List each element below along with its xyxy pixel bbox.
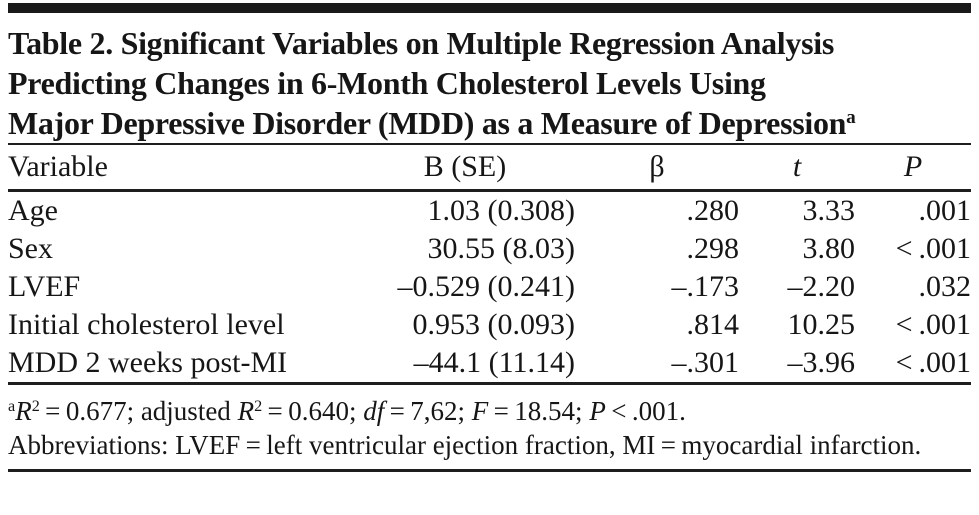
stat-segment: = 0.640; <box>262 396 364 426</box>
cell-p: .032 <box>918 270 972 303</box>
cell-t: 3.33 <box>802 194 856 227</box>
cell-beta: –.173 <box>671 270 740 303</box>
table-title-line-3: Major Depressive Disorder (MDD) as a Mea… <box>8 103 971 143</box>
column-header-beta: β <box>649 150 665 183</box>
regression-table: Variable B (SE) β t P <box>8 145 971 189</box>
table-row: Initial cholesterol level 0.953 (0.093) … <box>8 306 971 344</box>
stat-r-squared-exponent: 2 <box>31 397 40 416</box>
cell-beta: .814 <box>686 308 740 341</box>
cell-p: < .001 <box>895 232 971 265</box>
table-header: Variable B (SE) β t P <box>8 145 971 189</box>
stat-adj-r-squared-label: R <box>237 396 255 426</box>
abbreviations-footnote: Abbreviations: LVEF = left ventricular e… <box>8 430 922 460</box>
stat-f-label: F <box>471 396 489 426</box>
cell-b-se: –0.529 (0.241) <box>397 270 575 303</box>
stat-p-label: P <box>589 396 606 426</box>
stat-segment: = 0.677; adjusted <box>39 396 238 426</box>
stat-segment: < .001. <box>605 396 686 426</box>
cell-variable: MDD 2 weeks post-MI <box>8 346 288 379</box>
cell-t: 3.80 <box>802 232 856 265</box>
cell-beta: .298 <box>686 232 740 265</box>
table-title-line-3-text: Major Depressive Disorder (MDD) as a Mea… <box>8 105 847 141</box>
column-header-b-se: B (SE) <box>423 150 507 183</box>
table-title-footnote-marker: a <box>846 107 856 129</box>
column-header-variable: Variable <box>8 150 108 183</box>
table-title-line-1: Table 2. Significant Variables on Multip… <box>8 25 834 61</box>
cell-b-se: 1.03 (0.308) <box>427 194 575 227</box>
cell-p: < .001 <box>895 346 971 379</box>
column-header-p: P <box>903 150 923 183</box>
statistics-footnote: aR2 = 0.677; adjusted R2 = 0.640; df = 7… <box>8 394 971 428</box>
stat-segment: = 18.54; <box>488 396 590 426</box>
cell-t: 10.25 <box>787 308 856 341</box>
stat-adj-r-squared-exponent: 2 <box>254 397 263 416</box>
cell-b-se: –44.1 (11.14) <box>413 346 575 379</box>
cell-p: .001 <box>918 194 972 227</box>
header-bottom-rule <box>8 189 971 192</box>
top-rule-bar <box>8 3 971 13</box>
cell-t: –3.96 <box>787 346 856 379</box>
table-title-line-2: Predicting Changes in 6-Month Cholestero… <box>8 65 766 101</box>
figure-bottom-rule <box>8 469 971 472</box>
footnote-marker: a <box>8 397 16 416</box>
column-header-t: t <box>792 150 802 183</box>
header-row: Variable B (SE) β t P <box>8 145 971 189</box>
table-row: MDD 2 weeks post-MI –44.1 (11.14) –.301 … <box>8 344 971 382</box>
footnotes: aR2 = 0.677; adjusted R2 = 0.640; df = 7… <box>8 394 971 462</box>
stat-df-label: df <box>363 396 385 426</box>
cell-beta: –.301 <box>671 346 740 379</box>
table-row: Age 1.03 (0.308) .280 3.33 .001 <box>8 192 971 230</box>
table-row: Sex 30.55 (8.03) .298 3.80 < .001 <box>8 230 971 268</box>
stat-r-squared-label: R <box>15 396 32 426</box>
cell-p: < .001 <box>895 308 971 341</box>
cell-t: –2.20 <box>787 270 856 303</box>
cell-b-se: 0.953 (0.093) <box>412 308 575 341</box>
cell-variable: Initial cholesterol level <box>8 308 285 341</box>
table-row: LVEF –0.529 (0.241) –.173 –2.20 .032 <box>8 268 971 306</box>
table-bottom-rule <box>8 382 971 385</box>
cell-variable: Sex <box>8 232 53 265</box>
cell-variable: LVEF <box>8 270 81 303</box>
cell-variable: Age <box>8 194 58 227</box>
table-title: Table 2. Significant Variables on Multip… <box>8 23 971 143</box>
header-top-rule <box>8 143 971 145</box>
cell-beta: .280 <box>686 194 740 227</box>
regression-table-body: Age 1.03 (0.308) .280 3.33 .001 Sex 30.5… <box>8 192 971 382</box>
stat-segment: = 7,62; <box>384 396 472 426</box>
cell-b-se: 30.55 (8.03) <box>427 232 575 265</box>
